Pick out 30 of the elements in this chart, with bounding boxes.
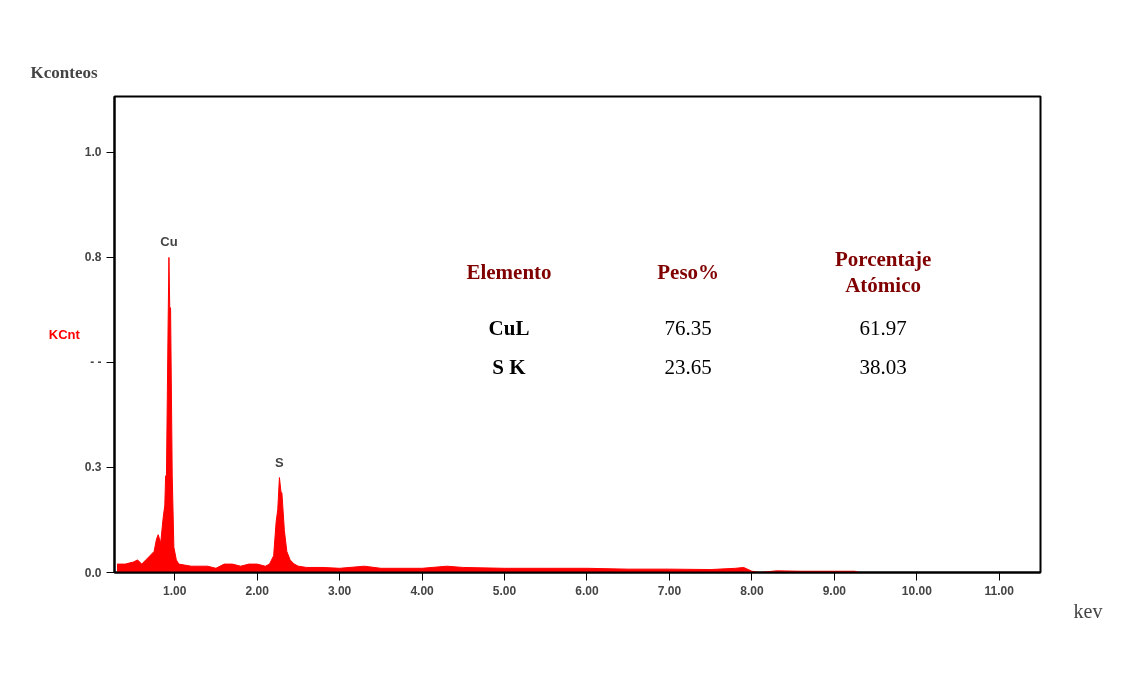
x-tick-label: 3.00	[327, 583, 352, 598]
y-tick-label: 0.0	[84, 565, 102, 580]
x-tick-label: 7.00	[657, 583, 682, 598]
x-tick-label: 6.00	[575, 583, 599, 598]
y-tick-label: - -	[90, 355, 102, 370]
x-axis-title: kev	[1073, 599, 1103, 622]
x-tick-label: 11.00	[984, 583, 1015, 598]
annotation: Porcentaje Atómico	[834, 246, 932, 298]
y-tick-label: 1.0	[84, 145, 102, 160]
y-axis-title: KCnt	[48, 327, 81, 342]
annotation: S K	[492, 354, 527, 379]
y-tick-label: 0.8	[84, 250, 102, 265]
x-tick-label: 5.00	[492, 583, 517, 598]
chart-title: Kconteos	[30, 62, 98, 82]
annotation: 38.03	[859, 354, 907, 379]
annotation: Peso%	[657, 259, 720, 284]
x-tick-label: 4.00	[410, 583, 435, 598]
annotation: 76.35	[664, 315, 712, 340]
annotation: S	[275, 454, 285, 470]
annotation: Cu	[160, 234, 178, 250]
x-tick-label: 10.00	[901, 583, 933, 598]
x-tick-label: 9.00	[822, 583, 847, 598]
y-tick-label: 0.3	[84, 460, 102, 475]
x-tick-label: 1.00	[163, 583, 187, 598]
annotation: 23.65	[664, 354, 712, 379]
x-tick-label: 8.00	[740, 583, 764, 598]
x-tick-label: 2.00	[245, 583, 270, 598]
annotation: 61.97	[859, 315, 907, 340]
annotation: Elemento	[466, 259, 552, 284]
annotation: CuL	[488, 315, 530, 340]
